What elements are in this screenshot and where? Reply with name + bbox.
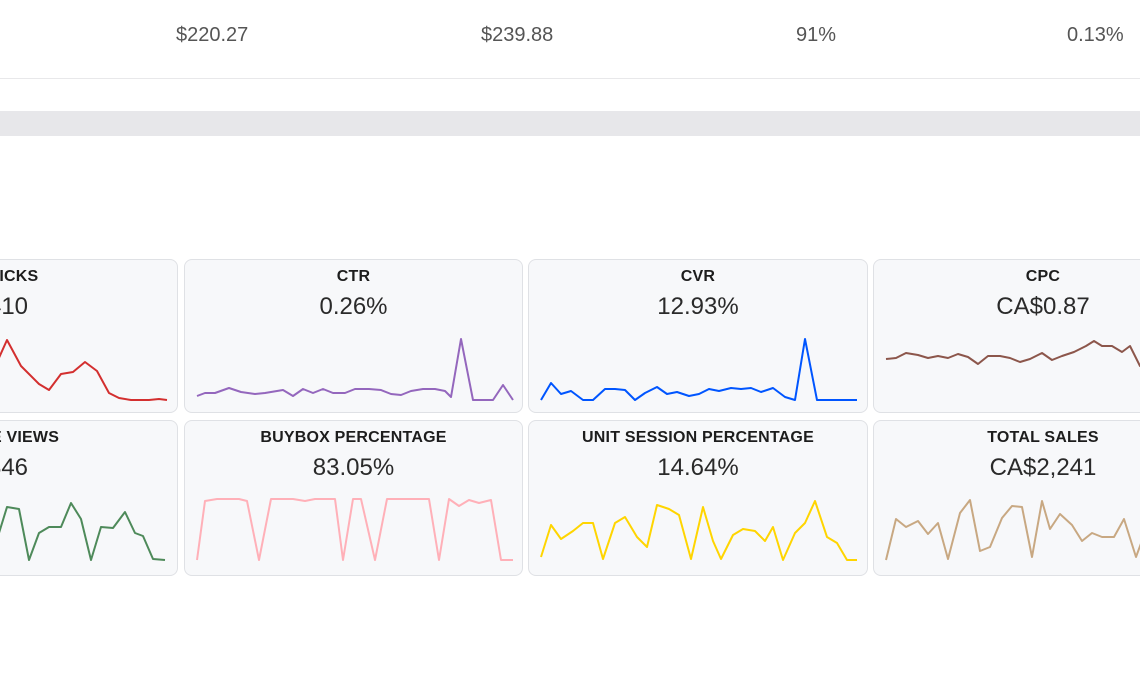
sparkline-line (885, 499, 1140, 561)
sparkline-line (540, 500, 857, 561)
metric-label: CVR (680, 268, 716, 285)
metric-value: 0.26% (319, 293, 388, 320)
sparkline (196, 498, 513, 561)
sparkline (885, 499, 1140, 561)
metric-card-ctr[interactable]: CTR 0.26% (184, 259, 523, 413)
summary-value-1: $220.27 (176, 24, 249, 46)
metric-value: 410 (0, 293, 29, 320)
metric-card-unit-session-percentage[interactable]: UNIT SESSION PERCENTAGE 14.64% (528, 420, 868, 576)
metric-card-cpc[interactable]: CPC CA$0.87 (873, 259, 1140, 413)
sparkline (540, 338, 857, 401)
metric-value: 14.64% (657, 454, 739, 481)
metric-card-buybox-percentage[interactable]: BUYBOX PERCENTAGE 83.05% (184, 420, 523, 576)
sparkline (885, 340, 1140, 368)
section-divider (0, 111, 1140, 136)
summary-row: $220.27 $239.88 91% 0.13% (0, 0, 1140, 79)
metric-value: 83.05% (312, 454, 395, 481)
metric-value: 12.93% (657, 293, 739, 320)
metric-label: TOTAL SALES (987, 429, 1099, 446)
sparkline-line (196, 338, 514, 401)
summary-value-2: $239.88 (481, 24, 554, 46)
metric-card-clicks[interactable]: CLICKS 410 (0, 259, 178, 413)
metric-label: PAGE VIEWS (0, 429, 60, 446)
metric-value: 346 (0, 454, 29, 481)
summary-value-4: 0.13% (1067, 24, 1124, 46)
metric-card-cvr[interactable]: CVR 12.93% (528, 259, 868, 413)
sparkline-line (196, 498, 513, 561)
sparkline (0, 339, 168, 401)
metric-label: CTR (336, 268, 371, 285)
metric-value: CA$2,241 (989, 454, 1097, 481)
metric-label: CPC (1025, 268, 1061, 285)
sparkline (196, 338, 514, 401)
summary-value-3: 91% (796, 24, 837, 46)
metric-label: CLICKS (0, 268, 39, 285)
metric-card-page-views[interactable]: PAGE VIEWS 346 (0, 420, 178, 576)
metric-label: UNIT SESSION PERCENTAGE (582, 429, 814, 446)
sparkline (0, 502, 166, 561)
sparkline-line (885, 340, 1140, 368)
metric-value: CA$0.87 (996, 293, 1090, 320)
sparkline-line (540, 338, 857, 401)
sparkline (540, 500, 857, 561)
sparkline-line (0, 502, 166, 561)
sparkline-line (0, 339, 168, 401)
metric-label: BUYBOX PERCENTAGE (260, 429, 447, 446)
metric-card-total-sales[interactable]: TOTAL SALES CA$2,241 (873, 420, 1140, 576)
